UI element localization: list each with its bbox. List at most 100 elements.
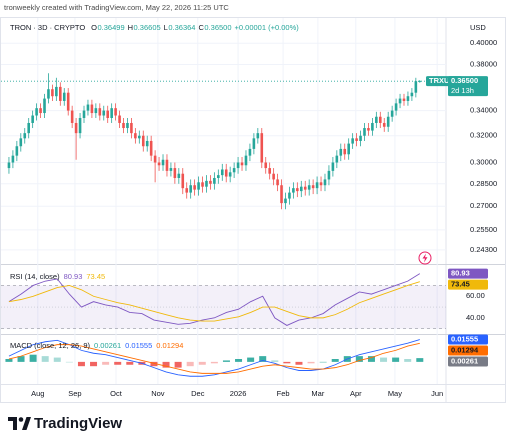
candle-body bbox=[418, 81, 422, 82]
candle-body bbox=[145, 140, 149, 147]
alert-bolt[interactable] bbox=[422, 253, 428, 263]
histogram-bar bbox=[17, 356, 25, 362]
x-tick-label: Apr bbox=[350, 389, 362, 398]
price-change: +0.00001 (+0.00%) bbox=[235, 23, 300, 32]
y-tick-label: 0.30000 bbox=[470, 157, 497, 166]
histogram-bar bbox=[126, 361, 134, 365]
candle-body bbox=[209, 180, 212, 184]
y-tick-label: 0.25500 bbox=[470, 225, 497, 234]
ohlc-key: C bbox=[198, 23, 204, 32]
histogram-bar bbox=[114, 361, 122, 365]
candle-body bbox=[284, 198, 287, 204]
histogram-bar bbox=[392, 357, 400, 362]
ohlc-value: 0.36500 bbox=[204, 23, 231, 32]
logo-mark bbox=[8, 417, 17, 430]
legend-value: 73.45 bbox=[86, 272, 105, 281]
candle-body bbox=[106, 110, 110, 118]
histogram-bar bbox=[307, 361, 315, 364]
candle-body bbox=[311, 185, 315, 189]
candle-body bbox=[335, 155, 339, 163]
candle-body bbox=[244, 155, 248, 166]
candle-body bbox=[288, 192, 291, 199]
candle-body bbox=[367, 128, 370, 131]
histogram-bar bbox=[41, 356, 49, 362]
y-tick-label: 40.00 bbox=[466, 313, 485, 322]
ohlc-key: O bbox=[91, 23, 97, 32]
candle-body bbox=[217, 175, 220, 178]
candle-body bbox=[299, 186, 303, 192]
histogram-bar bbox=[235, 359, 243, 362]
histogram-bar bbox=[90, 361, 98, 367]
candle-body bbox=[240, 162, 244, 166]
candle-body bbox=[355, 138, 358, 141]
indicator-value-label-box bbox=[448, 334, 488, 345]
histogram-bar bbox=[174, 361, 182, 368]
legend-value: 80.93 bbox=[64, 272, 83, 281]
candle-body bbox=[201, 182, 204, 187]
y-tick-label: 0.34000 bbox=[470, 106, 497, 115]
candle-body bbox=[134, 133, 137, 139]
histogram-bar bbox=[295, 361, 303, 365]
candle-body bbox=[248, 148, 252, 156]
candle-body bbox=[213, 177, 216, 184]
footer-logo: TradingView bbox=[8, 415, 122, 432]
candle-body bbox=[118, 115, 121, 123]
x-tick-label: Jun bbox=[431, 389, 443, 398]
candle-body bbox=[347, 143, 350, 155]
candle-body bbox=[149, 140, 153, 156]
candle-body bbox=[11, 155, 15, 163]
indicator-title: RSI (14, close) bbox=[10, 272, 60, 281]
histogram-bar bbox=[198, 361, 206, 365]
candle-body bbox=[276, 179, 279, 186]
candle-body bbox=[82, 110, 86, 118]
indicator-line bbox=[8, 342, 420, 374]
legend-value: 0.01555 bbox=[125, 341, 152, 350]
candle-body bbox=[197, 182, 200, 190]
candle-body bbox=[272, 173, 275, 180]
last-price-label: 0.36500 bbox=[451, 76, 478, 85]
candle-body bbox=[307, 185, 311, 190]
histogram-bar bbox=[77, 361, 85, 367]
candle-body bbox=[371, 122, 374, 131]
candle-body bbox=[7, 162, 11, 169]
symbol-label: TRXUSD bbox=[429, 76, 460, 85]
y-tick-label: 0.32000 bbox=[470, 131, 497, 140]
y-tick-label: 0.24300 bbox=[470, 245, 497, 254]
histogram-bar bbox=[404, 359, 412, 362]
histogram-bar bbox=[259, 356, 267, 362]
candle-body bbox=[260, 133, 264, 163]
candle-body bbox=[323, 179, 327, 186]
attribution: tronweekly created with TradingView.com,… bbox=[4, 3, 229, 12]
candle-body bbox=[224, 169, 228, 177]
ohlc-value: 0.36605 bbox=[134, 23, 161, 32]
indicator-title: MACD (close, 12, 26, 9) bbox=[10, 341, 91, 350]
candle-body bbox=[386, 116, 390, 127]
candle-body bbox=[390, 110, 394, 117]
candle-body bbox=[303, 186, 307, 190]
indicator-value-label-box bbox=[448, 345, 488, 356]
candle-body bbox=[126, 122, 129, 129]
ohlc-value: 0.36364 bbox=[168, 23, 195, 32]
candle-body bbox=[74, 122, 78, 134]
candle-body bbox=[205, 180, 208, 187]
candle-body bbox=[102, 110, 106, 116]
histogram-bar bbox=[222, 360, 230, 362]
histogram-bar bbox=[355, 356, 363, 362]
candle-body bbox=[62, 92, 66, 101]
candle-body bbox=[66, 92, 70, 111]
candle-body bbox=[55, 86, 58, 97]
alert-icon[interactable] bbox=[418, 251, 432, 265]
candle-body bbox=[78, 117, 82, 134]
candle-body bbox=[268, 168, 271, 174]
x-tick-label: 2026 bbox=[230, 389, 247, 398]
candle-body bbox=[114, 108, 117, 116]
candle-body bbox=[35, 108, 38, 116]
candle-body bbox=[177, 173, 181, 178]
candle-body bbox=[327, 170, 331, 180]
candle-body bbox=[59, 86, 62, 101]
histogram-bar bbox=[283, 361, 291, 364]
x-tick-label: Nov bbox=[151, 389, 165, 398]
histogram-bar bbox=[53, 357, 61, 362]
candle-body bbox=[86, 104, 90, 111]
